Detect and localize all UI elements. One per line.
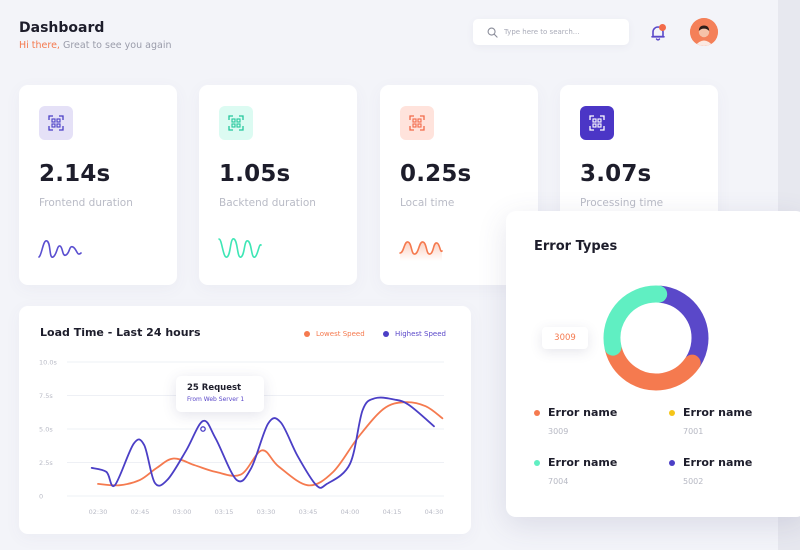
legend-highest-speed[interactable]: Highest Speed: [383, 330, 446, 338]
stat-value: 2.14s: [39, 161, 111, 187]
y-tick-label: 5.0s: [39, 426, 53, 434]
x-tick-label: 03:45: [299, 508, 318, 516]
error-dot: [669, 459, 675, 466]
avatar[interactable]: [690, 18, 718, 46]
stat-card[interactable]: 1.05s Backtend duration: [199, 85, 357, 285]
series-line-highest-speed: [90, 396, 435, 489]
search-box[interactable]: [473, 19, 629, 45]
error-count: 7004: [548, 477, 569, 486]
x-tick-label: 03:15: [215, 508, 234, 516]
error-legend-item[interactable]: Error name 3009: [534, 406, 617, 436]
x-tick-label: 02:45: [131, 508, 150, 516]
legend-dot: [304, 331, 310, 337]
stat-card[interactable]: 2.14s Frontend duration: [19, 85, 177, 285]
error-name: Error name: [548, 406, 618, 419]
scan-icon: [580, 106, 614, 140]
y-tick-label: 0: [39, 493, 43, 501]
bell-icon[interactable]: [650, 24, 666, 42]
error-dot: [669, 409, 675, 416]
series-line-lowest-speed: [97, 401, 444, 487]
stat-value: 0.25s: [400, 161, 472, 187]
scan-icon: [39, 106, 73, 140]
donut-segment[interactable]: [603, 285, 709, 391]
y-tick-label: 2.5s: [39, 459, 53, 467]
tooltip-point: [200, 426, 206, 432]
greeting-hi: Hi there,: [19, 40, 60, 51]
x-tick-label: 02:30: [89, 508, 108, 516]
chart-tooltip: 25 Request From Web Server 1: [176, 376, 264, 412]
x-tick-label: 03:30: [257, 508, 276, 516]
load-time-title: Load Time - Last 24 hours: [40, 326, 201, 339]
avatar-icon: [690, 18, 718, 46]
error-types-title: Error Types: [534, 239, 618, 254]
y-tick-label: 7.5s: [39, 392, 53, 400]
tooltip-subtitle: From Web Server 1: [187, 396, 245, 403]
greeting-text: Great to see you again: [59, 40, 172, 51]
stat-label: Frontend duration: [39, 197, 133, 209]
x-tick-label: 04:30: [425, 508, 444, 516]
notification-dot: [659, 24, 666, 31]
error-donut-chart[interactable]: [594, 276, 718, 400]
search-icon: [487, 27, 498, 38]
error-name: Error name: [548, 456, 618, 469]
greeting: Hi there, Great to see you again: [19, 40, 171, 51]
y-tick-label: 10.0s: [39, 359, 57, 367]
legend-lowest-speed[interactable]: Lowest Speed: [304, 330, 365, 338]
error-dot: [534, 459, 540, 466]
scan-icon: [219, 106, 253, 140]
error-dot: [534, 409, 540, 416]
x-tick-label: 04:00: [341, 508, 360, 516]
error-count: 3009: [548, 427, 569, 436]
error-legend-item[interactable]: Error name 5002: [669, 456, 752, 486]
sparkline: [218, 238, 262, 258]
load-time-card: Load Time - Last 24 hours Lowest Speed H…: [19, 306, 471, 534]
scan-icon: [400, 106, 434, 140]
sparkline: [399, 241, 443, 261]
legend-label: Lowest Speed: [316, 330, 365, 338]
stat-value: 1.05s: [219, 161, 291, 187]
x-tick-label: 04:15: [383, 508, 402, 516]
error-count: 5002: [683, 477, 704, 486]
error-name: Error name: [683, 456, 753, 469]
stat-value: 3.07s: [580, 161, 652, 187]
error-count: 7001: [683, 427, 704, 436]
sparkline: [38, 240, 82, 258]
donut-value-badge: 3009: [542, 327, 588, 349]
tooltip-title: 25 Request: [187, 383, 242, 393]
search-input[interactable]: [504, 28, 624, 36]
legend-dot: [383, 331, 389, 337]
x-tick-label: 03:00: [173, 508, 192, 516]
stat-label: Backtend duration: [219, 197, 316, 209]
page-title: Dashboard: [19, 20, 105, 36]
stat-label: Processing time: [580, 197, 664, 209]
load-time-chart[interactable]: 0 2.5s 5.0s 7.5s 10.0s 02:30 02:45 03:00 03:15 03…: [19, 306, 471, 534]
error-types-card: Error Types 3009 Error name 3009 Error n…: [506, 211, 800, 517]
error-name: Error name: [683, 406, 753, 419]
stat-label: Local time: [400, 197, 455, 209]
donut-segment[interactable]: [595, 277, 717, 399]
legend-label: Highest Speed: [395, 330, 446, 338]
error-legend-item[interactable]: Error name 7001: [669, 406, 752, 436]
error-legend-item[interactable]: Error name 7004: [534, 456, 617, 486]
